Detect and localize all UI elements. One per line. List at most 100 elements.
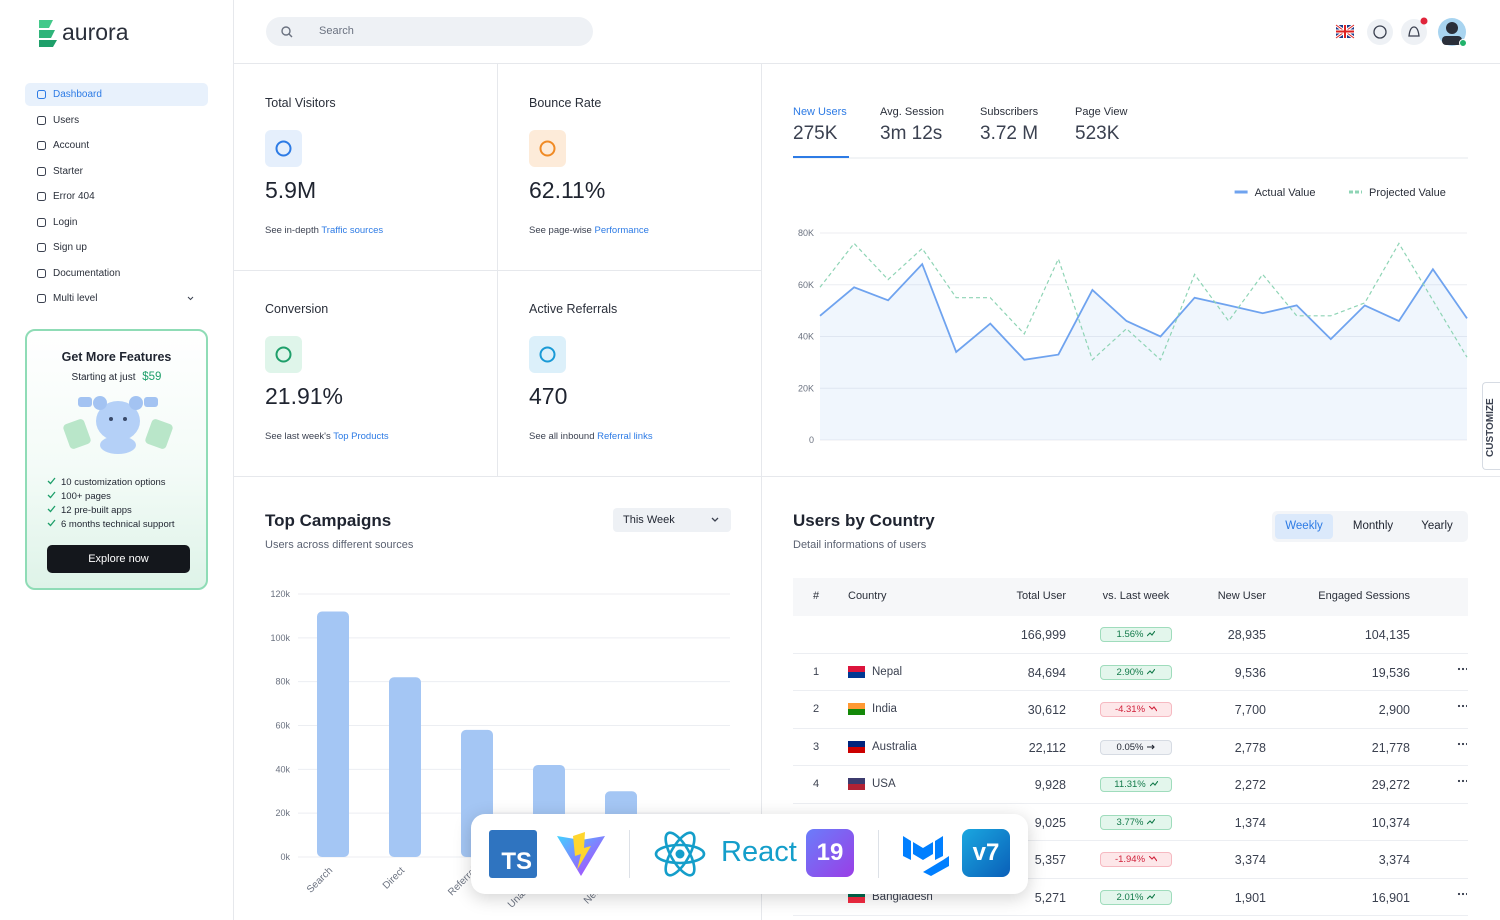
period-option[interactable]: Weekly: [1275, 514, 1333, 539]
number-cell: 5,271: [1034, 890, 1066, 905]
flag-top: [848, 740, 865, 747]
icon-shape: [37, 166, 46, 176]
nav-item[interactable]: Error 404: [25, 185, 208, 208]
row-menu[interactable]: [1457, 736, 1467, 751]
nav-item[interactable]: Login: [25, 211, 208, 234]
nav-item[interactable]: Users: [25, 109, 208, 132]
trend-icon: [1147, 818, 1156, 824]
period-option[interactable]: Yearly: [1421, 520, 1453, 532]
number-cell: 7,700: [1234, 703, 1266, 717]
period-option[interactable]: Monthly: [1352, 520, 1394, 532]
check: [47, 505, 56, 513]
promo-subtitle-row: Starting at just $59: [27, 371, 206, 383]
theme-button[interactable]: [1367, 19, 1393, 45]
top-icons: [1335, 17, 1467, 47]
column-header: Total User: [1016, 590, 1066, 602]
line: [819, 242, 1468, 361]
note-text: See all inbound: [529, 431, 595, 442]
explore-button[interactable]: Explore now: [47, 545, 190, 573]
y-tick-label: 40K: [798, 332, 814, 342]
change-value: 1.56%: [1116, 629, 1144, 640]
change-value: 0.05%: [1116, 741, 1144, 753]
legend-item[interactable]: Actual Value: [1234, 187, 1316, 199]
y-tick-label: 40k: [275, 764, 290, 774]
arrow: [1149, 780, 1159, 787]
metric-tab[interactable]: Page View 523K: [1075, 106, 1127, 145]
nav-item[interactable]: Account: [25, 134, 208, 157]
vite-logo: [557, 832, 605, 876]
row-menu[interactable]: [1457, 661, 1467, 676]
nav-icon: [37, 243, 46, 252]
stat-title: Active Referrals: [529, 302, 618, 316]
y-tick-label: 100k: [270, 633, 290, 643]
country-name: USA: [872, 778, 896, 790]
number-cell: 9,025: [1034, 815, 1066, 830]
trend-icon: [1147, 630, 1156, 637]
ts-logo: TS: [489, 830, 537, 878]
nav-item[interactable]: Starter: [25, 160, 208, 183]
number-cell: 1,901: [1234, 890, 1266, 905]
avatar[interactable]: [1438, 18, 1467, 47]
notifications-button[interactable]: [1401, 17, 1428, 46]
change-badge: 1.56%: [1100, 627, 1172, 642]
tab-value: 523K: [1075, 123, 1120, 144]
feature-text: 6 months technical support: [61, 519, 175, 530]
change-badge: 2.90%: [1100, 664, 1172, 680]
number-cell: 16,901: [1371, 890, 1410, 905]
customize-tab[interactable]: CUSTOMIZE: [1482, 382, 1500, 470]
metric-tab[interactable]: New Users 275K: [793, 106, 847, 145]
icon-shape: [37, 192, 46, 201]
ts-text: TS: [501, 848, 532, 875]
nav-item[interactable]: Sign up: [25, 236, 208, 259]
sidebar: aurora Dashboard Users Account Starter Error…: [0, 0, 234, 920]
change-value: -1.94%: [1114, 854, 1146, 865]
row-menu[interactable]: [1457, 699, 1467, 713]
trend-icon: [1147, 893, 1156, 899]
stat-title: Bounce Rate: [529, 96, 602, 110]
number-cell: 166,999: [1020, 628, 1066, 642]
number-cell: 1,374: [1234, 815, 1266, 830]
nav-item[interactable]: Multi level: [25, 287, 208, 310]
search-box[interactable]: Search: [266, 17, 593, 46]
column-header: vs. Last week: [1102, 590, 1170, 602]
nav-item[interactable]: Documentation: [25, 262, 208, 285]
nav-icon: [37, 166, 46, 176]
tab-label: New Users: [793, 106, 847, 118]
row-menu[interactable]: [1457, 886, 1467, 901]
legend-label: Projected Value: [1369, 187, 1446, 199]
note-link[interactable]: Performance: [594, 225, 649, 236]
tab-label: Page View: [1075, 106, 1128, 118]
country-panel: Users by Country Detail informations of …: [762, 477, 1500, 920]
legend-item[interactable]: Projected Value: [1349, 187, 1446, 199]
change-badge: 0.05%: [1100, 739, 1172, 755]
nav-item[interactable]: Dashboard: [25, 83, 208, 106]
flag-top: [848, 778, 865, 784]
metric-tab[interactable]: Avg. Session 3m 12s: [880, 106, 944, 145]
row-menu[interactable]: [1457, 774, 1467, 788]
y-tick-label: 0k: [280, 852, 290, 862]
number-cell: 29,272: [1371, 778, 1410, 792]
metric-tab[interactable]: Subscribers 3.72 M: [980, 106, 1038, 145]
arrow: [1147, 668, 1156, 674]
period-dropdown[interactable]: This Week: [613, 508, 731, 532]
icon-glyph: [539, 346, 556, 363]
nav-icon: [37, 141, 46, 150]
brand-logo: [39, 20, 57, 47]
arrow: [1148, 855, 1158, 862]
language-flag[interactable]: [1335, 23, 1355, 40]
note-link[interactable]: Referral links: [597, 431, 653, 442]
nav-label: Account: [53, 140, 90, 151]
nav-icon: [37, 90, 46, 99]
column-header: #: [812, 590, 820, 602]
y-tick-label: 60K: [798, 280, 814, 290]
note-link[interactable]: Top Products: [333, 431, 389, 442]
country-name: Australia: [872, 740, 917, 753]
rank: 2: [812, 703, 820, 715]
change-value: -4.31%: [1114, 704, 1146, 715]
y-tick-label: 80k: [275, 677, 290, 687]
bar: [389, 677, 421, 857]
nav-icon: [37, 217, 46, 227]
stat-value: 5.9M: [265, 177, 317, 203]
change-value: 11.31%: [1114, 779, 1146, 790]
note-link[interactable]: Traffic sources: [321, 225, 384, 236]
